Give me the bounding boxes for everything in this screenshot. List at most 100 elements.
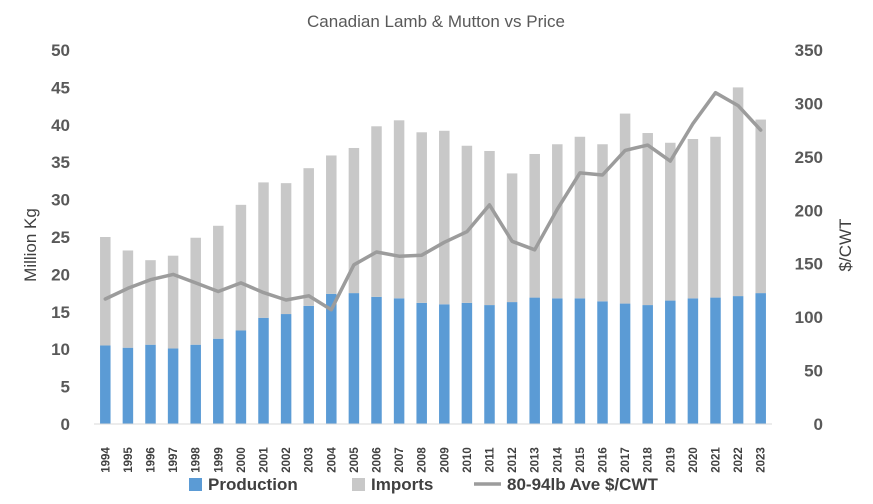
x-tick-label: 2019 [665, 447, 677, 473]
bar-production-2014 [552, 298, 563, 424]
x-tick-label: 2002 [281, 447, 293, 473]
x-tick-label: 2007 [394, 447, 406, 473]
bar-production-2007 [393, 298, 405, 424]
legend-swatch-imports [352, 478, 365, 491]
bar-imports-2001 [258, 182, 269, 318]
bar-production-1999 [213, 338, 224, 424]
bar-production-2000 [235, 330, 247, 424]
x-tick-label: 2001 [259, 447, 271, 473]
y-tick-label: 35 [51, 153, 70, 172]
bar-production-2013 [529, 297, 540, 424]
bar-production-2017 [619, 303, 631, 424]
y-axis-label: Million Kg [21, 208, 40, 282]
bar-production-2015 [574, 298, 586, 424]
y-tick-label: 50 [51, 41, 70, 60]
legend-label-production: Production [208, 475, 298, 494]
bar-production-2001 [258, 317, 269, 424]
bar-production-1994 [100, 345, 111, 424]
x-tick-label: 2006 [372, 447, 384, 473]
x-tick-label: 1994 [100, 447, 112, 473]
x-tick-label: 1997 [168, 447, 180, 473]
y2-tick-label: 200 [795, 201, 823, 220]
y-tick-label: 45 [51, 78, 70, 97]
bar-imports-2013 [529, 153, 540, 298]
y-tick-label: 40 [51, 116, 70, 135]
legend: Production Imports 80-94lb Ave $/CWT [189, 475, 658, 494]
y-tick-label: 25 [51, 228, 70, 247]
x-tick-label: 2009 [439, 447, 451, 473]
bar-imports-1996 [145, 260, 156, 345]
x-tick-label: 2010 [462, 447, 474, 473]
bar-imports-2019 [665, 142, 676, 301]
bar-imports-2009 [439, 130, 450, 305]
chart-title: Canadian Lamb & Mutton vs Price [307, 12, 565, 31]
x-tick-label: 2000 [236, 447, 248, 473]
bar-production-1997 [167, 348, 179, 424]
bar-imports-2020 [687, 139, 699, 299]
x-tick-label: 2014 [552, 447, 564, 473]
bar-imports-2022 [732, 87, 744, 297]
legend-label-price-line: 80-94lb Ave $/CWT [507, 475, 658, 494]
x-tick-label: 2004 [326, 447, 338, 473]
y-axis-ticks: 0 5 10 15 20 25 30 35 40 45 50 [51, 41, 70, 434]
x-tick-label: 2005 [349, 447, 361, 473]
x-tick-label: 1995 [123, 447, 135, 473]
bar-production-2023 [755, 293, 766, 424]
x-tick-label: 2015 [575, 447, 587, 473]
y2-tick-label: 0 [814, 415, 823, 434]
bar-production-2022 [732, 296, 744, 424]
x-tick-label: 2008 [417, 447, 429, 473]
bar-imports-1997 [167, 255, 179, 349]
y2-tick-label: 350 [795, 41, 823, 60]
line-series-group [103, 90, 763, 312]
bar-imports-2012 [506, 173, 518, 303]
bar-production-2009 [439, 304, 450, 424]
bar-imports-2010 [461, 145, 473, 303]
bar-imports-2016 [597, 144, 608, 302]
bar-production-2003 [303, 305, 314, 424]
bar-imports-2021 [710, 136, 721, 298]
bar-production-2011 [484, 305, 495, 424]
bar-imports-2000 [235, 204, 247, 331]
y-tick-label: 15 [51, 303, 70, 322]
x-tick-label: 2011 [485, 447, 497, 473]
bar-imports-2023 [755, 119, 766, 294]
x-tick-label: 1996 [146, 447, 158, 473]
bar-production-1998 [190, 344, 201, 424]
bar-imports-1999 [213, 225, 224, 339]
bar-imports-1998 [190, 237, 201, 345]
y2-tick-label: 150 [795, 255, 823, 274]
x-tick-label: 2018 [643, 447, 655, 473]
legend-swatch-production [189, 478, 202, 491]
x-tick-label: 2022 [733, 447, 745, 473]
bar-imports-2007 [393, 120, 405, 299]
bar-production-2021 [710, 297, 721, 424]
bar-imports-2003 [303, 168, 314, 306]
bar-imports-2004 [326, 155, 337, 294]
x-tick-label: 2012 [507, 447, 519, 473]
x-axis-ticks: 1994 1995 1996 1997 1998 1999 2000 2001 2002 2003… [100, 447, 767, 473]
price-line [103, 90, 763, 312]
y-tick-label: 5 [61, 378, 70, 397]
y2-tick-label: 300 [795, 94, 823, 113]
y2-axis-label: $/CWT [836, 219, 855, 272]
bar-production-2010 [461, 302, 473, 424]
x-tick-label: 2021 [711, 447, 723, 473]
bar-series-group [100, 87, 766, 424]
x-tick-label: 2013 [530, 447, 542, 473]
bar-imports-1994 [100, 237, 111, 346]
bar-imports-2006 [371, 126, 382, 297]
y-tick-label: 30 [51, 191, 70, 210]
bar-imports-2005 [348, 147, 360, 294]
bar-production-2018 [642, 305, 653, 424]
legend-label-imports: Imports [371, 475, 433, 494]
bar-imports-2011 [484, 150, 495, 306]
bar-production-2016 [597, 301, 608, 424]
y2-axis-ticks: 0 50 100 150 200 250 300 350 [795, 41, 823, 434]
bar-imports-2014 [552, 144, 563, 299]
y-tick-label: 10 [51, 340, 70, 359]
y-tick-label: 20 [51, 265, 70, 284]
bar-imports-2008 [416, 132, 427, 303]
